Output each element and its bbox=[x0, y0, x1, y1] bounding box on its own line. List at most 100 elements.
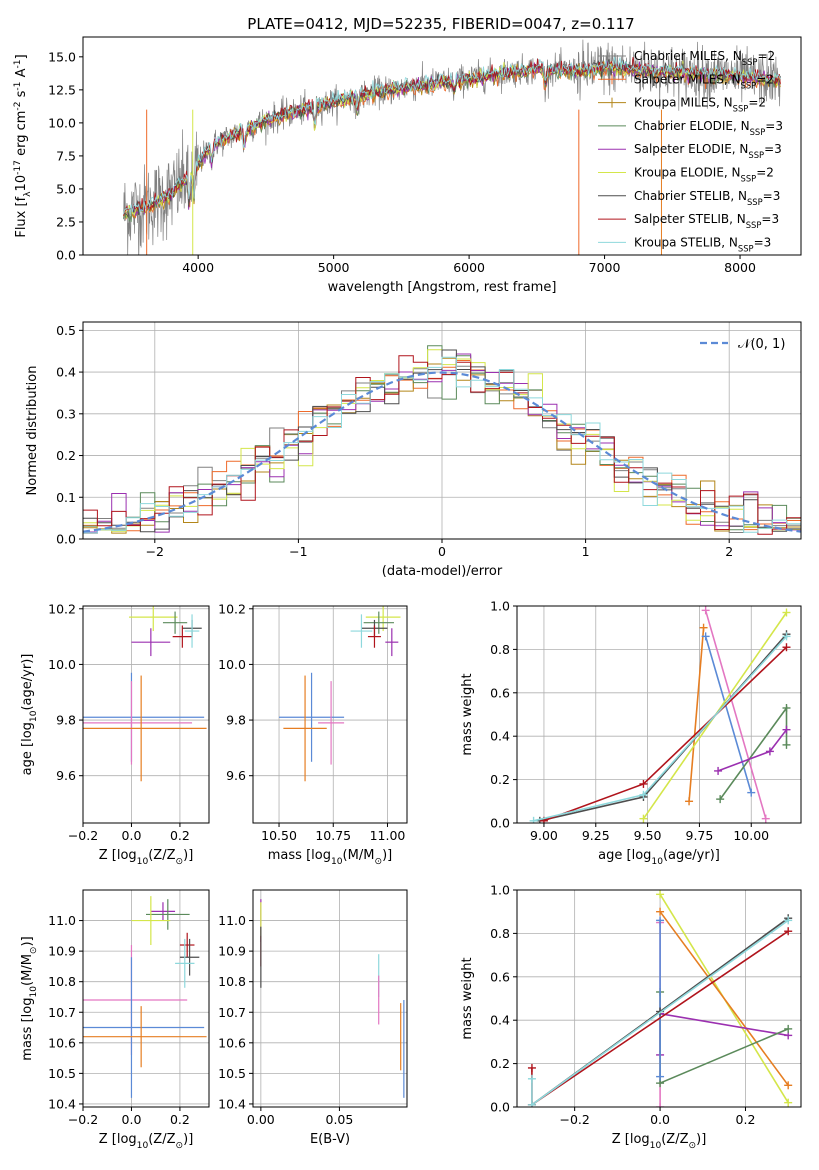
y-tick-label: 10.2 bbox=[218, 601, 246, 616]
x-tick-label: 11.00 bbox=[370, 828, 406, 843]
y-tick-label: 11.0 bbox=[48, 913, 76, 928]
y-tick-label: 10.6 bbox=[48, 1035, 76, 1050]
normal-distribution-curve bbox=[83, 371, 801, 533]
x-tick-label: 0 bbox=[438, 544, 446, 559]
x-tick-label: 0.2 bbox=[736, 1112, 756, 1127]
x-tick-label: 9.00 bbox=[530, 828, 558, 843]
plot-area bbox=[83, 345, 801, 535]
x-tick-label: 0.2 bbox=[170, 1112, 190, 1127]
y-tick-label: 0.4 bbox=[56, 365, 76, 380]
x-tick-label: 10.00 bbox=[733, 828, 769, 843]
y-tick-label: 10.4 bbox=[48, 1096, 76, 1111]
x-tick-label: −0.2 bbox=[559, 1112, 589, 1127]
y-tick-label: 11.0 bbox=[218, 913, 246, 928]
mass-weight-line-pink bbox=[704, 610, 767, 819]
x-tick-label: −2 bbox=[146, 544, 164, 559]
x-tick-label: 10.50 bbox=[261, 828, 297, 843]
x-tick-label: 0.0 bbox=[122, 828, 142, 843]
y-axis-label: Normed distribution bbox=[25, 366, 40, 496]
axes-frame bbox=[252, 889, 408, 1108]
x-axis-label: age [log10(age/yr)] bbox=[598, 848, 720, 867]
y-tick-label: 0.4 bbox=[490, 1013, 510, 1028]
x-tick-label: 0.2 bbox=[170, 828, 190, 843]
axes-frame bbox=[82, 605, 210, 824]
x-tick-label: 6000 bbox=[453, 260, 485, 275]
histogram-kroupa_stelib bbox=[83, 356, 801, 534]
y-tick-label: 10.7 bbox=[48, 1005, 76, 1020]
y-tick-label: 10.7 bbox=[218, 1005, 246, 1020]
y-tick-label: 0.3 bbox=[56, 406, 76, 421]
y-tick-label: 10.0 bbox=[218, 657, 246, 672]
x-tick-label: 8000 bbox=[724, 260, 756, 275]
axes-frame bbox=[516, 889, 802, 1108]
x-tick-label: 9.50 bbox=[634, 828, 662, 843]
spectrum-legend: Chabrier MILES, NSSP=2 Salpeter MILES, NS… bbox=[598, 49, 783, 253]
mass-weight-vs-metallicity-panel: −0.2 0.0 0.2 0.0 0.2 0.4 0.6 0.8 1.0 Z [log10(Z/Z… bbox=[460, 883, 802, 1151]
x-axis-label: wavelength [Angstrom, rest frame] bbox=[328, 280, 557, 295]
axes-frame bbox=[82, 36, 802, 256]
x-tick-label: 9.25 bbox=[582, 828, 610, 843]
plot-area bbox=[83, 896, 207, 1098]
legend-label: Chabrier MILES, NSSP=2 bbox=[634, 49, 775, 67]
mass-weight-line-salpeter_stelib bbox=[543, 646, 788, 822]
y-tick-label: 10.5 bbox=[218, 1066, 246, 1081]
y-tick-label: 0.4 bbox=[490, 729, 510, 744]
model-spectrum-kroupa_stelib bbox=[123, 56, 781, 215]
y-tick-label: 1.0 bbox=[490, 599, 510, 614]
y-axis-label: mass weight bbox=[460, 673, 475, 755]
legend-label: Chabrier STELIB, NSSP=3 bbox=[634, 189, 780, 207]
mass-vs-ebv-panel: 0.00 0.05 10.4 10.5 10.6 10.7 10.8 10.9 11.0 E(B-… bbox=[218, 889, 408, 1147]
age-vs-mass-panel: 10.50 10.75 11.00 9.6 9.8 10.0 10.2 mass [log10… bbox=[218, 601, 408, 867]
y-tick-label: 15.0 bbox=[48, 49, 76, 64]
y-tick-label: 0.2 bbox=[56, 448, 76, 463]
y-tick-label: 0.2 bbox=[490, 1056, 510, 1071]
mass-weight-line-orange bbox=[688, 627, 705, 802]
legend-label: Salpeter ELODIE, NSSP=3 bbox=[634, 142, 782, 160]
histogram-legend: 𝒩(0, 1) bbox=[700, 337, 785, 352]
residual-histogram-panel: −2 −1 0 1 2 0.0 0.1 0.2 0.3 0.4 0.5 (data-model)/er… bbox=[25, 321, 802, 579]
x-axis-label: E(B-V) bbox=[310, 1132, 350, 1147]
x-axis-label: Z [log10(Z/Z⊙)] bbox=[99, 848, 194, 867]
legend-label: Kroupa STELIB, NSSP=3 bbox=[634, 235, 771, 253]
y-tick-label: 10.9 bbox=[218, 944, 246, 959]
y-tick-label: 10.5 bbox=[48, 1066, 76, 1081]
y-tick-label: 0.0 bbox=[56, 532, 76, 547]
mass-vs-metallicity-panel: −0.2 0.0 0.2 10.4 10.5 10.6 10.7 10.8 10.9 11.0 Z … bbox=[20, 889, 210, 1151]
plot-area bbox=[260, 899, 405, 1098]
axes-frame bbox=[516, 605, 802, 824]
plot-area bbox=[529, 606, 791, 823]
y-tick-label: 0.2 bbox=[490, 772, 510, 787]
legend-label: Kroupa MILES, NSSP=2 bbox=[634, 96, 766, 114]
x-tick-label: 2 bbox=[725, 544, 733, 559]
y-tick-label: 10.6 bbox=[218, 1035, 246, 1050]
plot-area bbox=[527, 890, 793, 1107]
x-tick-label: −1 bbox=[289, 544, 307, 559]
y-axis-label: Flux [fλ10-17 erg cm-2 s-1 A-1] bbox=[13, 54, 33, 237]
plot-area bbox=[83, 606, 207, 782]
x-tick-label: 0.0 bbox=[650, 1112, 670, 1127]
y-tick-label: 5.0 bbox=[56, 181, 76, 196]
age-vs-metallicity-panel: −0.2 0.0 0.2 9.6 9.8 10.0 10.2 Z [log10(Z/Z⊙)] a… bbox=[20, 601, 210, 867]
y-tick-label: 0.5 bbox=[56, 323, 76, 338]
x-axis-label: Z [log10(Z/Z⊙)] bbox=[99, 1132, 194, 1151]
y-axis-label: age [log10(age/yr)] bbox=[20, 654, 39, 776]
y-tick-label: 10.8 bbox=[48, 974, 76, 989]
mass-weight-line-orange bbox=[659, 911, 789, 1086]
x-axis-label: Z [log10(Z/Z⊙)] bbox=[612, 1132, 707, 1151]
legend-label: Salpeter STELIB, NSSP=3 bbox=[634, 212, 779, 230]
x-tick-label: 0.0 bbox=[122, 1112, 142, 1127]
y-tick-label: 9.6 bbox=[56, 768, 76, 783]
y-tick-label: 9.8 bbox=[226, 713, 246, 728]
legend-label: Salpeter MILES, NSSP=2 bbox=[634, 72, 774, 90]
mass-weight-line-blue bbox=[704, 636, 752, 793]
y-tick-label: 0.1 bbox=[56, 490, 76, 505]
y-tick-label: 10.8 bbox=[218, 974, 246, 989]
y-tick-label: 0.6 bbox=[490, 685, 510, 700]
y-tick-label: 0.8 bbox=[490, 926, 510, 941]
y-tick-label: 12.5 bbox=[48, 82, 76, 97]
axes-frame bbox=[82, 889, 210, 1108]
y-tick-label: 0.0 bbox=[490, 1100, 510, 1115]
y-tick-label: 9.6 bbox=[226, 768, 246, 783]
spectrum-panel: 4000 5000 6000 7000 8000 0.0 2.5 5.0 7.5 10.0 12.5… bbox=[13, 36, 802, 295]
x-tick-label: −0.2 bbox=[68, 1112, 98, 1127]
